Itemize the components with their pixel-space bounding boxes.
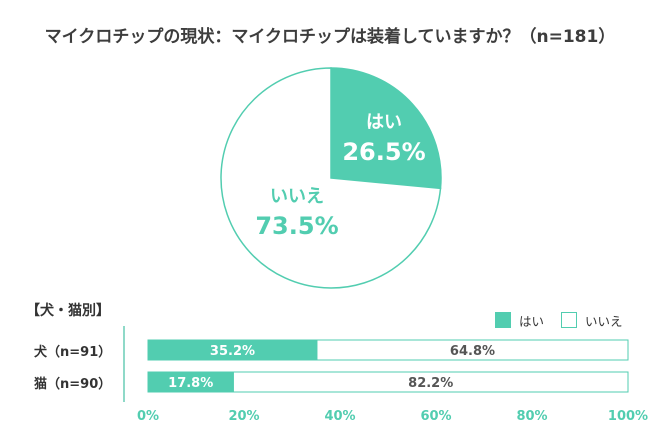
bar-data-label-cat-yes: 17.8% [168,376,213,391]
pie-value-yes: 26.5% [342,138,425,166]
pie-label-no: いいえ [270,186,324,207]
bar-data-label-dog-yes: 35.2% [210,344,255,359]
pie-value-no: 73.5% [255,212,338,240]
pie-slice-yes [330,67,442,190]
breakdown-heading: 【犬・猫別】 [26,303,110,319]
x-tick-label: 60% [420,409,451,424]
x-tick-label: 20% [228,409,259,424]
legend-label-yes: はい [519,313,545,329]
bar-category-label-dog: 犬（n=91） [34,345,112,360]
x-tick-label: 100% [608,409,648,424]
bar-category-label-cat: 猫（n=90） [34,377,112,392]
pie-label-yes: はい [366,112,402,133]
bar-segment-dog-no [316,339,629,361]
legend-item-no: いいえ [561,311,623,329]
legend-swatch-no [561,312,577,328]
x-tick-label: 80% [516,409,547,424]
pie-slice-no [220,67,442,289]
x-tick-label: 0% [137,409,159,424]
bar-data-label-cat-no: 82.2% [408,376,453,391]
legend-item-yes: はい [495,311,544,329]
legend-label-no: いいえ [585,313,623,329]
bar-data-label-dog-no: 64.8% [450,344,495,359]
chart-title: マイクロチップの現状：マイクロチップは装着していますか？（n=181） [44,27,616,47]
bar-segment-cat-no [232,371,629,393]
x-tick-label: 40% [324,409,355,424]
legend-swatch-yes [495,312,511,328]
